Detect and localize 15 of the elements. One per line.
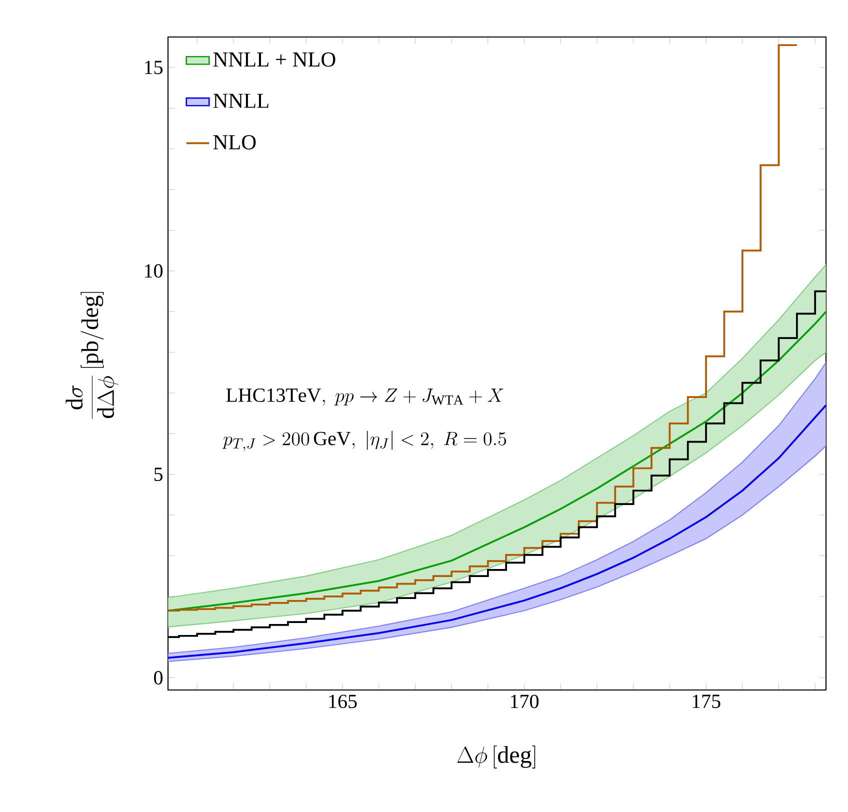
y-tick-label: 10 [145, 264, 163, 278]
legend-label: NNLL + NLO [213, 52, 336, 67]
x-tick-label: 175 [692, 694, 720, 708]
line-series [168, 404, 826, 659]
y-tick-label: 5 [154, 468, 163, 481]
x-tick-label: 170 [511, 694, 539, 708]
legend-label: NLO [213, 135, 256, 150]
annotation: $\mathrm{LHC13TeV},\; pp\to Z+J_{\mathrm{WTA}}+X$ [226, 388, 504, 406]
y-tick-label: 0 [154, 671, 163, 685]
y-tick-label: 15 [145, 60, 163, 74]
legend-label: NNLL [213, 94, 268, 108]
y-axis-title: $\frac{\mathrm{d}\sigma}{\mathrm{d}\Delta\phi}\,[\mathrm{pb/deg}]$ [66, 292, 118, 419]
x-axis-title: $\Delta\phi\,[\mathrm{deg}]$ [457, 745, 536, 768]
annotation: $p_{T,J}>200\,\mathrm{GeV},\; |\eta_J|<2,\; R=0.5$ [222, 430, 506, 452]
x-tick-label: 165 [329, 694, 357, 708]
